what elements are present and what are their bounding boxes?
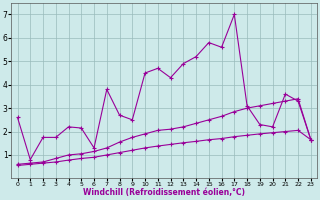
X-axis label: Windchill (Refroidissement éolien,°C): Windchill (Refroidissement éolien,°C) <box>83 188 245 197</box>
